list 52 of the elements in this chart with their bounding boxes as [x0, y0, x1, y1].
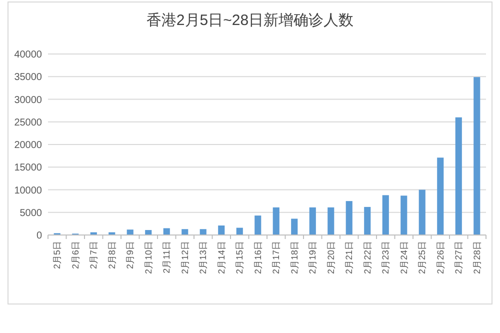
bar [291, 218, 298, 235]
x-tick-label: 2月10日 [143, 241, 154, 274]
bar [474, 77, 480, 235]
x-tick-label: 2月28日 [472, 241, 482, 274]
bar [364, 206, 371, 235]
x-tick-label: 2月17日 [271, 241, 282, 274]
x-tick-label: 2月18日 [289, 241, 300, 274]
x-tick-label: 2月14日 [216, 241, 226, 274]
chart-title: 香港2月5日~28日新增确诊人数 [146, 12, 354, 29]
x-tick-label: 2月19日 [308, 241, 318, 274]
x-tick-label: 2月15日 [234, 241, 245, 274]
y-tick-label: 30000 [14, 94, 42, 106]
bar [218, 225, 225, 235]
x-tick-label: 2月21日 [344, 241, 354, 274]
y-tick-label: 5000 [20, 208, 42, 219]
bar [309, 207, 316, 235]
y-tick-label: 15000 [14, 162, 42, 174]
x-tick-label: 2月6日 [70, 241, 80, 270]
bar [437, 158, 444, 235]
bar [455, 117, 462, 235]
bar [200, 229, 206, 235]
y-tick-label: 40000 [14, 50, 42, 60]
y-tick-label: 20000 [14, 140, 42, 151]
y-tick-label: 0 [36, 230, 42, 242]
x-tick-label: 2月24日 [398, 241, 409, 274]
x-tick-label: 2月11日 [162, 241, 172, 274]
x-tick-label: 2月23日 [380, 241, 391, 274]
x-tick-label: 2月5日 [52, 241, 62, 270]
x-tick-label: 2月13日 [198, 241, 208, 274]
y-tick-label: 25000 [14, 117, 42, 128]
y-tick-label: 10000 [14, 185, 42, 196]
bar [346, 201, 352, 235]
x-tick-label: 2月20日 [326, 241, 336, 274]
bar [163, 228, 170, 235]
x-tick-label: 2月12日 [180, 241, 190, 274]
y-tick-label: 35000 [14, 72, 42, 84]
bar [126, 230, 134, 235]
bar [418, 190, 426, 235]
bar [182, 229, 188, 235]
x-tick-label: 2月26日 [435, 241, 446, 274]
x-tick-label: 2月7日 [88, 241, 99, 270]
x-tick-label: 2月8日 [106, 241, 117, 270]
x-tick-label: 2月9日 [125, 241, 136, 270]
bar [272, 207, 280, 235]
x-tick-label: 2月16日 [252, 241, 263, 274]
x-tick-label: 2月27日 [454, 241, 464, 274]
x-tick-label: 2月22日 [362, 241, 372, 274]
bar [382, 195, 389, 235]
bar [328, 207, 334, 235]
bar [254, 216, 262, 235]
bar [400, 196, 408, 235]
x-tick-label: 2月25日 [417, 241, 428, 274]
